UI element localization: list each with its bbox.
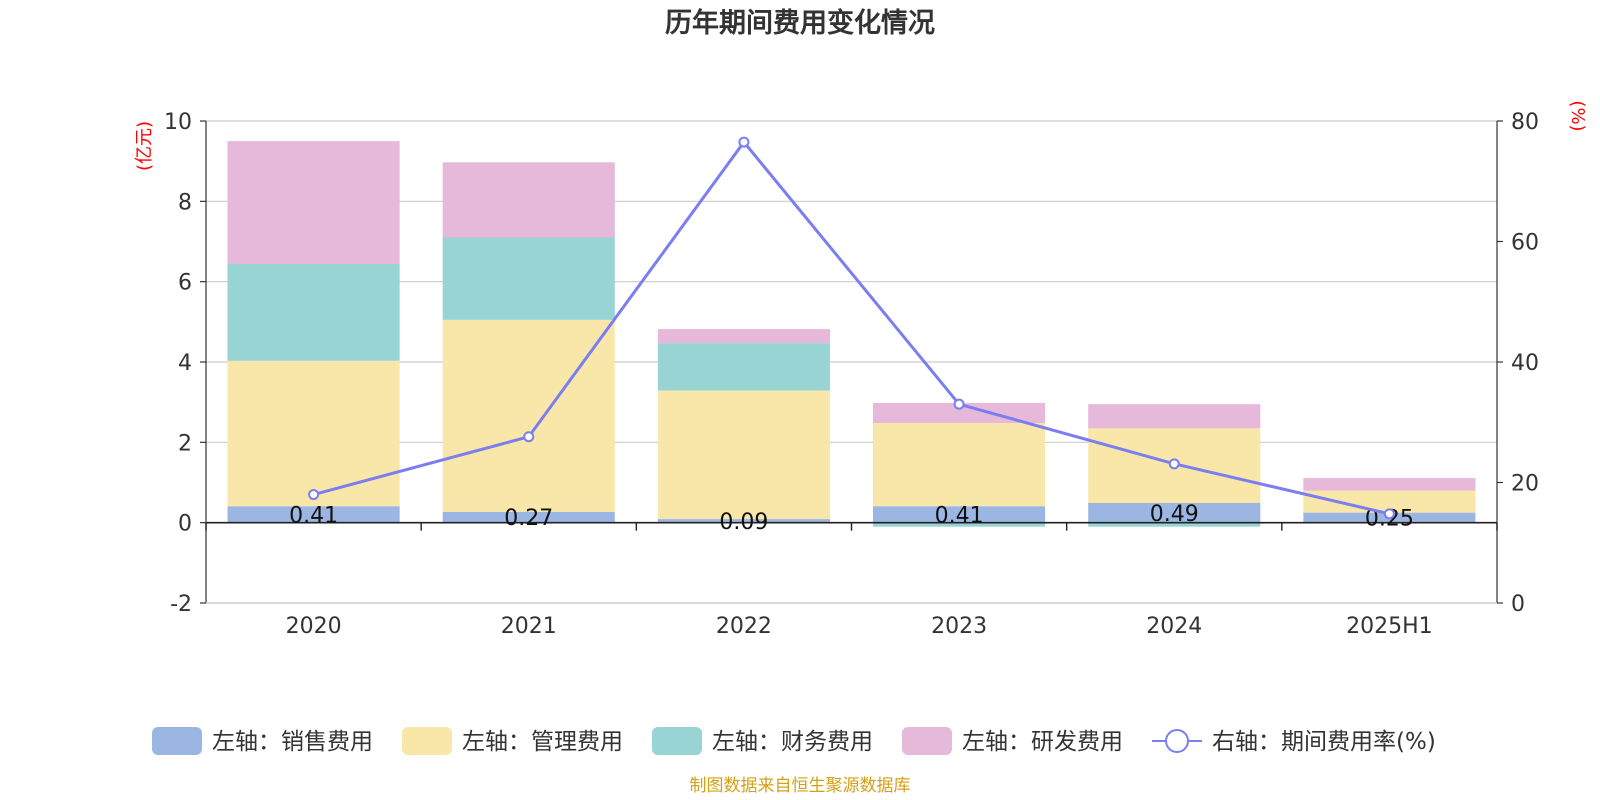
bar-segment: [873, 506, 1046, 523]
category-label: 2022: [716, 614, 772, 639]
right-axis-tick-label: 40: [1511, 351, 1539, 376]
category-label: 2023: [931, 614, 987, 639]
right-axis-unit-label: (%): [1567, 100, 1588, 131]
data-labels: 0.410.270.090.410.490.25: [289, 502, 1414, 535]
line-point: [738, 136, 750, 148]
bar-segment: [1088, 404, 1261, 429]
bar-segment: [442, 162, 615, 238]
bar-segment: [657, 390, 830, 520]
line-series-path: [313, 139, 1390, 516]
bar-segment: [442, 237, 615, 320]
left-axis-tick-label: -2: [170, 592, 192, 617]
legend[interactable]: 左轴：销售费用 左轴：管理费用 左轴：财务费用 左轴：研发费用 右轴：期间费用率(%): [152, 727, 1436, 755]
bar-segment: [227, 141, 400, 264]
bar-data-label: 0.41: [935, 503, 984, 528]
bar-segment: [227, 263, 400, 361]
category-label: 2020: [286, 614, 342, 639]
left-axis-tick-label: 0: [178, 512, 192, 537]
right-axis-tick-label: 20: [1511, 472, 1539, 497]
legend-label: 左轴：财务费用: [712, 729, 873, 755]
legend-swatch: [902, 727, 952, 755]
category-label: 2024: [1146, 614, 1202, 639]
legend-label: 左轴：研发费用: [962, 729, 1123, 755]
left-axis-tick-label: 8: [178, 190, 192, 215]
line-point: [1168, 458, 1180, 470]
right-axis-tick-label: 80: [1511, 110, 1539, 135]
bar-segment: [873, 522, 1046, 527]
legend-swatch: [402, 727, 452, 755]
bar-data-label: 0.27: [504, 506, 553, 531]
bar-segment: [1088, 502, 1261, 523]
bar-segment: [227, 360, 400, 507]
bar-segment: [657, 343, 830, 391]
bar-segment: [873, 402, 1046, 424]
bar-data-label: 0.49: [1150, 502, 1199, 527]
bar-segment: [1303, 478, 1476, 491]
line-point: [308, 489, 320, 501]
bar-segment: [442, 319, 615, 512]
legend-swatch: [652, 727, 702, 755]
category-label: 2025H1: [1346, 614, 1433, 639]
left-axis-tick-label: 6: [178, 271, 192, 296]
legend-item[interactable]: 左轴：管理费用: [402, 727, 623, 755]
bar-series: [227, 141, 1476, 527]
legend-marker: [1165, 729, 1189, 753]
bar-segment: [657, 329, 830, 344]
left-axis-tick-label: 10: [164, 110, 192, 135]
left-axis-unit-label: (亿元): [134, 121, 155, 171]
legend-item[interactable]: 左轴：财务费用: [652, 727, 873, 755]
legend-label: 右轴：期间费用率(%): [1212, 729, 1436, 755]
legend-swatch: [152, 727, 202, 755]
bar-segment: [873, 423, 1046, 507]
bar-segment: [1088, 522, 1261, 527]
bar-data-label: 0.41: [289, 503, 338, 528]
legend-label: 左轴：管理费用: [462, 729, 623, 755]
right-axis-tick-label: 60: [1511, 231, 1539, 256]
legend-item[interactable]: 右轴：期间费用率(%): [1152, 729, 1436, 755]
bar-segment: [657, 519, 830, 523]
line-point: [523, 431, 535, 443]
bar-data-label: 0.09: [719, 510, 768, 535]
legend-label: 左轴：销售费用: [212, 729, 373, 755]
bar-segment: [1303, 490, 1476, 513]
right-axis-tick-label: 0: [1511, 592, 1525, 617]
legend-item[interactable]: 左轴：研发费用: [902, 727, 1123, 755]
left-axis-tick-label: 2: [178, 431, 192, 456]
left-axis-tick-label: 4: [178, 351, 192, 376]
bar-segment: [442, 511, 615, 523]
source-note: 制图数据来自恒生聚源数据库: [690, 776, 911, 796]
bar-segment: [227, 506, 400, 523]
chart-title: 历年期间费用变化情况: [665, 7, 935, 39]
line-point: [1383, 508, 1395, 520]
axes: -2 0 2 4 6 8 10 0 20 40 60 80 2020 2021 2022 2023 2024 20…: [164, 110, 1539, 639]
legend-item[interactable]: 左轴：销售费用: [152, 727, 373, 755]
line-series: [308, 136, 1395, 520]
category-label: 2021: [501, 614, 557, 639]
line-point: [953, 398, 965, 410]
